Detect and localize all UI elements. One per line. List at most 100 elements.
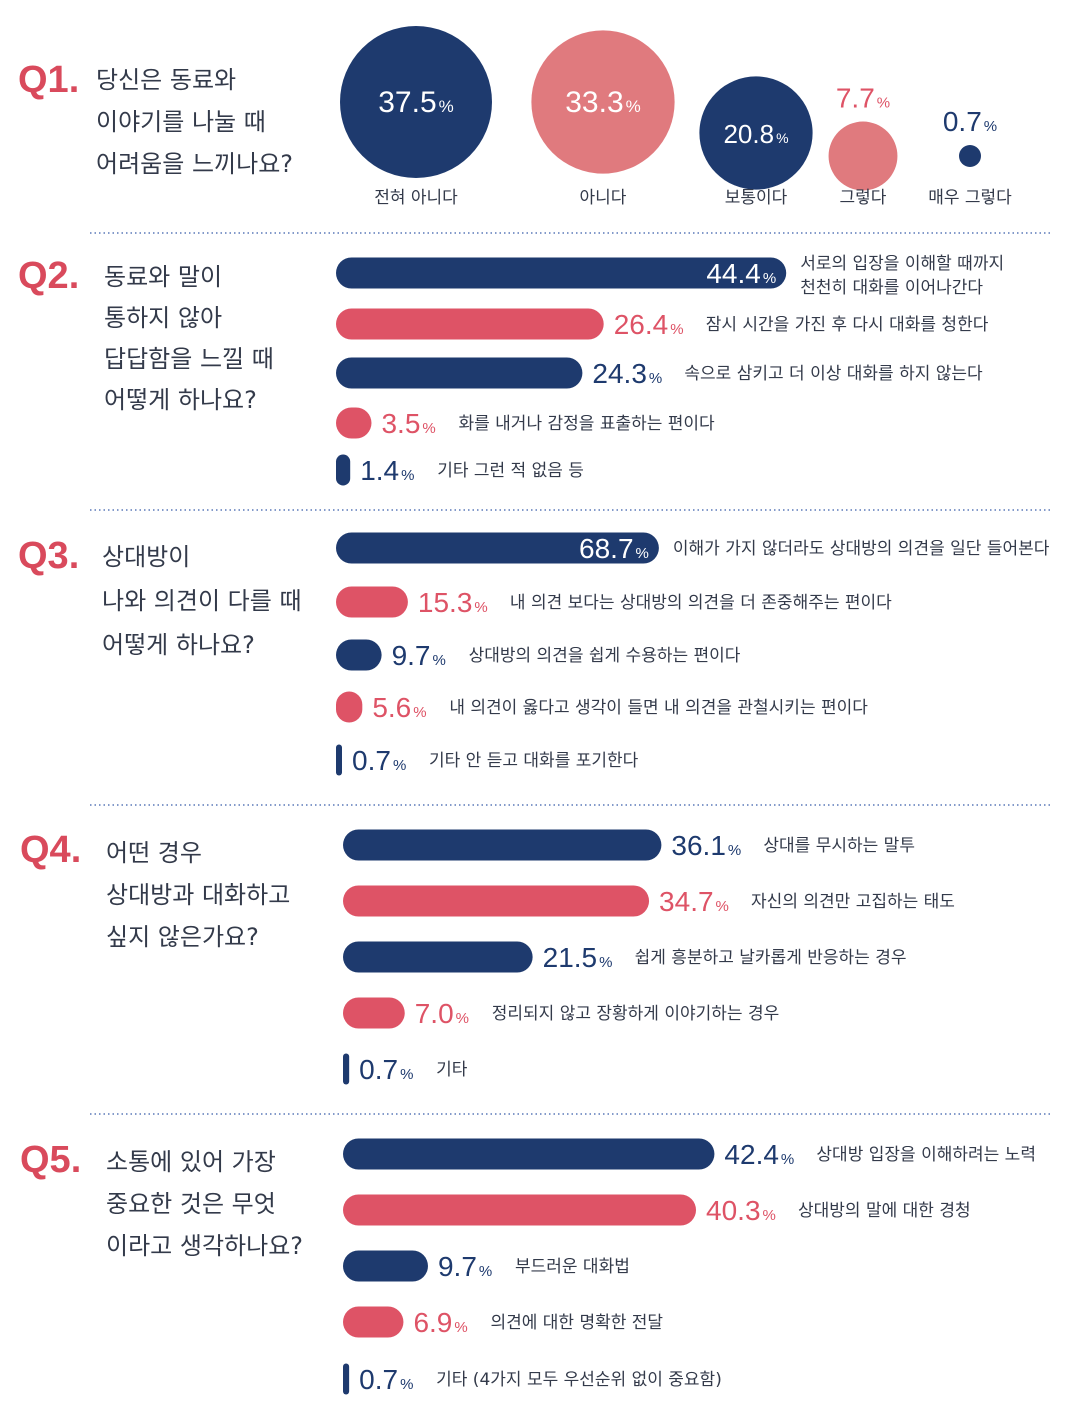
- question-number: Q5.: [20, 1139, 81, 1181]
- bar-value-label: 36.1%: [671, 830, 741, 861]
- bar-category-label: 정리되지 않고 장황하게 이야기하는 경우: [492, 1004, 780, 1024]
- bar-category-label: 기타 그런 적 없음 등: [437, 461, 584, 481]
- bar-category-label: 화를 내거나 감정을 표출하는 편이다: [458, 414, 715, 434]
- question-text-line: 상대방과 대화하고: [106, 881, 290, 909]
- question-text-line: 이라고 생각하나요?: [106, 1232, 303, 1260]
- bubble-category-label: 그렇다: [840, 188, 887, 208]
- question-number: Q1.: [18, 59, 79, 101]
- bubble: [340, 26, 492, 178]
- bar-value-label: 68.7%: [579, 533, 649, 564]
- question-text-line: 동료와 말이: [104, 263, 222, 291]
- bar-category-label: 잠시 시간을 가진 후 다시 대화를 청한다: [706, 315, 989, 335]
- bar-value-label: 3.5%: [381, 408, 435, 439]
- bar-category-label: 상대방의 말에 대한 경청: [798, 1201, 971, 1221]
- bar-category-label: 기타 (4가지 모두 우선순위 없이 중요함): [436, 1370, 722, 1390]
- question-number: Q2.: [18, 255, 79, 297]
- bar-value-label: 21.5%: [543, 942, 613, 973]
- bubble-value-label: 7.7%: [836, 83, 890, 114]
- bubble-value-label: 0.7%: [943, 106, 997, 137]
- question-text-line: 통하지 않아: [104, 304, 222, 332]
- q3-bar-chart: 68.7% 이해가 가지 않더라도 상대방의 의견을 일단 들어본다 15.3% 내 …: [336, 532, 1050, 776]
- question-number: Q3.: [18, 535, 79, 577]
- bar-category-label: 의견에 대한 명확한 전달: [490, 1313, 663, 1333]
- bar-value-label: 0.7%: [359, 1364, 413, 1395]
- q5-bar-chart: 42.4% 상대방 입장을 이해하려는 노력 40.3% 상대방의 말에 대한 경청 9…: [343, 1138, 1036, 1395]
- bar-category-label: 부드러운 대화법: [515, 1257, 630, 1277]
- bar-category-label: 자신의 의견만 고집하는 태도: [751, 892, 955, 912]
- bar-value-label: 9.7%: [392, 640, 446, 671]
- bar-value-label: 0.7%: [359, 1054, 413, 1085]
- question-text-line: 답답함을 느낄 때: [104, 345, 274, 373]
- bubble-value-label: 20.8%: [723, 119, 788, 149]
- bar: [343, 1138, 715, 1170]
- bubble: [699, 76, 813, 190]
- bar-value-label: 1.4%: [360, 455, 414, 486]
- bar-value-label: 0.7%: [352, 745, 406, 776]
- bar-category-label: 내 의견 보다는 상대방의 의견을 더 존중해주는 편이다: [510, 593, 892, 613]
- bar-category-label: 서로의 입장을 이해할 때까지: [800, 254, 1004, 274]
- bar-category-label: 상대를 무시하는 말투: [763, 836, 915, 856]
- question-text-line: 어떻게 하나요?: [102, 631, 255, 659]
- bar: [343, 941, 533, 973]
- bar: [343, 1194, 697, 1226]
- question-text-line: 이야기를 나눌 때: [96, 108, 266, 136]
- question-text-line: 소통에 있어 가장: [106, 1148, 276, 1176]
- bubble-category-label: 아니다: [580, 188, 627, 208]
- question-text-line: 중요한 것은 무엇: [106, 1190, 276, 1218]
- bar: [343, 1250, 428, 1282]
- bar: [336, 639, 382, 671]
- question-number: Q4.: [20, 829, 81, 871]
- question-text-line: 싶지 않은가요?: [106, 923, 259, 951]
- bubble: [959, 145, 981, 167]
- bar-category-label: 상대방의 의견을 쉽게 수용하는 편이다: [469, 646, 741, 666]
- question-text-line: 어려움을 느끼나요?: [96, 150, 293, 178]
- question-text-line: 어떤 경우: [106, 839, 202, 867]
- bar: [336, 744, 342, 776]
- bar: [336, 691, 363, 723]
- q4-bar-chart: 36.1% 상대를 무시하는 말투 34.7% 자신의 의견만 고집하는 태도 21.5…: [343, 829, 955, 1085]
- bar-category-label: 내 의견이 옳다고 생각이 들면 내 의견을 관철시키는 편이다: [449, 698, 868, 718]
- bubble: [531, 30, 675, 174]
- bar: [336, 308, 604, 340]
- bar: [343, 1053, 350, 1085]
- question-text-line: 당신은 동료와: [96, 66, 236, 94]
- bar-value-label: 6.9%: [413, 1307, 467, 1338]
- q1-bubble-chart: 37.5 % 전혀 아니다 33.3 % 아니다 20.8 % 보통이다 7.7 % 그렇다 0.7 % 매…: [340, 26, 1012, 208]
- bar: [336, 407, 372, 439]
- bar: [336, 257, 787, 289]
- question-text-line: 나와 의견이 다를 때: [102, 587, 302, 615]
- bar: [343, 1363, 350, 1395]
- question-text-line: 어떻게 하나요?: [104, 386, 257, 414]
- bar-value-label: 40.3%: [706, 1195, 776, 1226]
- bar-value-label: 44.4%: [706, 258, 776, 289]
- bar: [336, 532, 659, 564]
- bar-category-label: 천천히 대화를 이어나간다: [800, 278, 983, 298]
- question-text-line: 상대방이: [102, 543, 190, 571]
- bar-value-label: 15.3%: [418, 587, 488, 618]
- bubble-category-label: 전혀 아니다: [374, 188, 458, 208]
- bar: [343, 1306, 404, 1338]
- bar: [343, 829, 662, 861]
- bar-value-label: 5.6%: [372, 692, 426, 723]
- bar: [336, 586, 408, 618]
- bar-value-label: 26.4%: [614, 309, 684, 340]
- bar: [336, 454, 351, 486]
- bar: [343, 997, 405, 1029]
- bar-value-label: 42.4%: [724, 1139, 794, 1170]
- bar-category-label: 상대방 입장을 이해하려는 노력: [816, 1145, 1036, 1165]
- bar: [343, 885, 650, 917]
- bar-value-label: 24.3%: [592, 358, 662, 389]
- bubble-category-label: 매우 그렇다: [928, 188, 1012, 208]
- bubble-value-label: 33.3%: [565, 86, 641, 119]
- bar-value-label: 9.7%: [438, 1251, 492, 1282]
- bar-category-label: 기타 안 듣고 대화를 포기한다: [429, 751, 639, 771]
- bar-value-label: 34.7%: [659, 886, 729, 917]
- bar-value-label: 7.0%: [415, 998, 469, 1029]
